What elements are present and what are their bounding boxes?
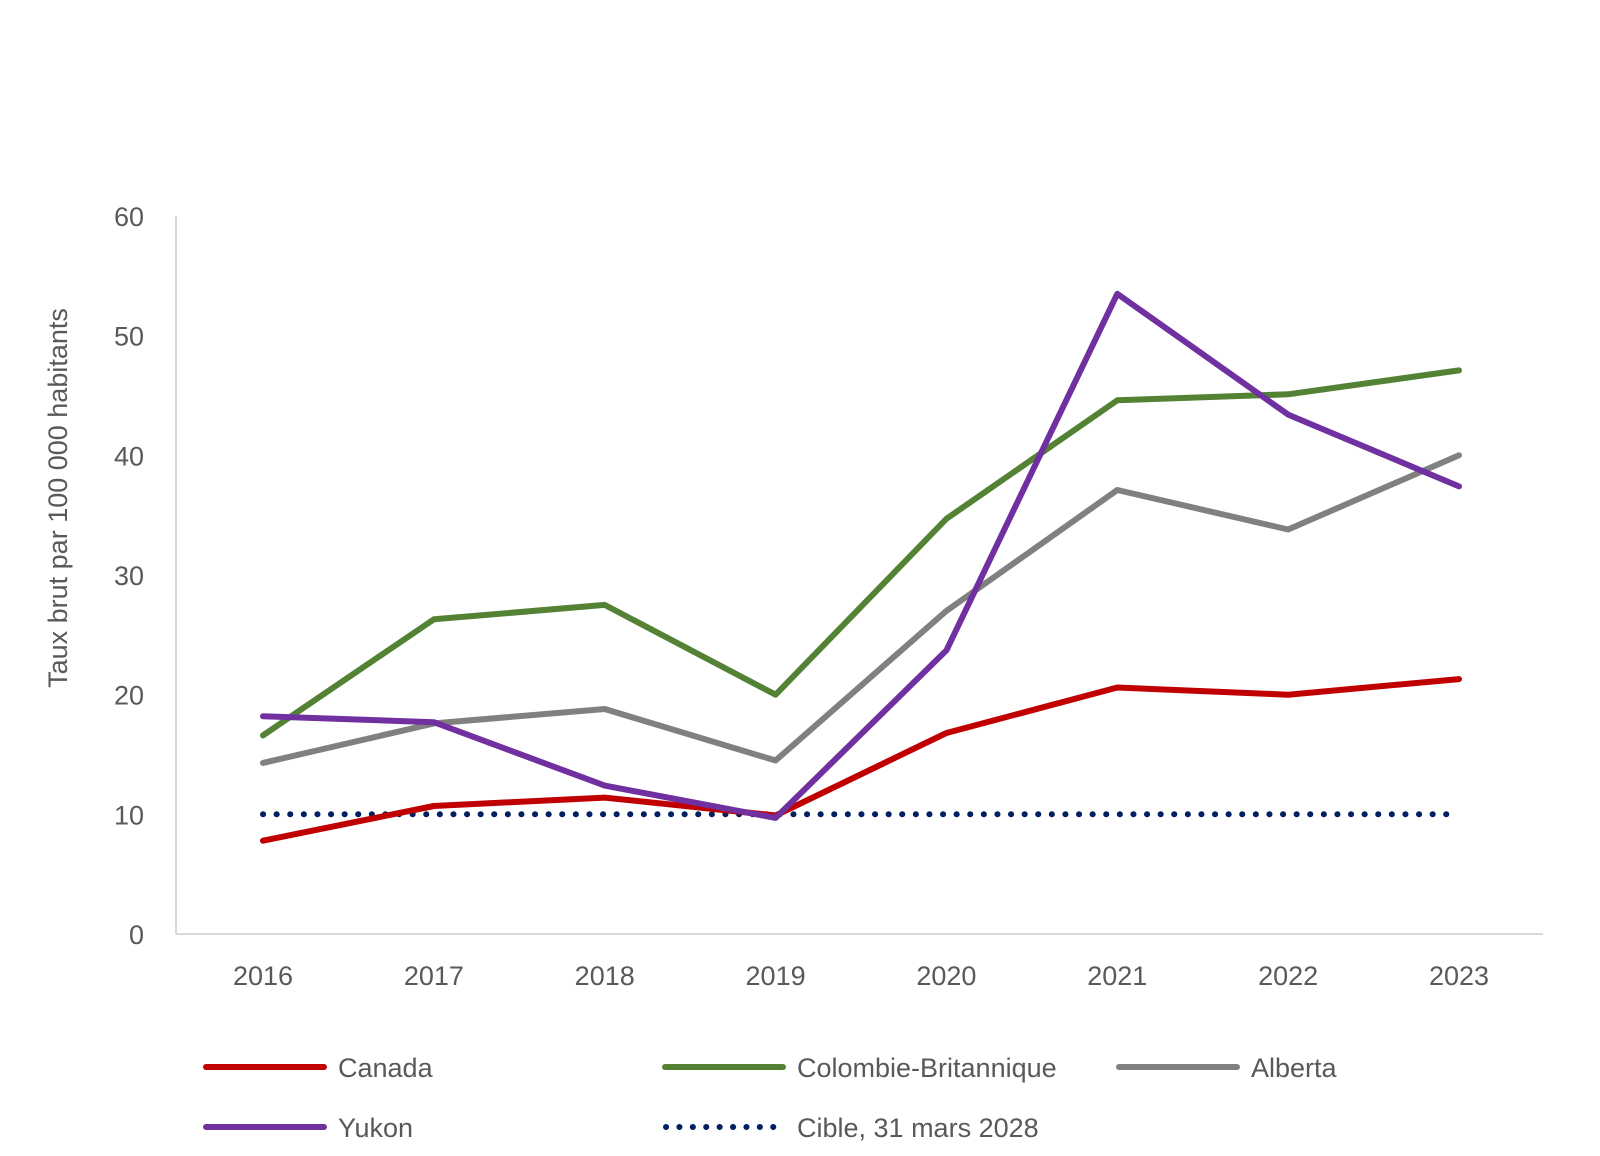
y-tick-label: 40 [114,441,144,471]
series-line-canada [260,676,1462,844]
y-tick-label: 50 [114,322,144,352]
legend-item-colombie-britannique: Colombie-Britannique [662,1053,1057,1083]
x-tick-label: 2018 [575,961,635,991]
y-tick-label: 0 [129,920,144,950]
y-tick-label: 30 [114,561,144,591]
legend-label: Canada [338,1053,434,1083]
legend: Canada Colombie-Britannique Alberta Yukon Ci… [203,1053,1338,1143]
axes [175,216,1543,935]
legend-label: Alberta [1251,1053,1338,1083]
series-line-alberta [260,452,1462,766]
x-tick-label: 2019 [746,961,806,991]
x-axis-ticks: 2016 2017 2018 2019 2020 2021 2022 2023 [233,961,1489,991]
legend-item-cible-31-mars-2028: Cible, 31 mars 2028 [663,1113,1039,1143]
legend-item-alberta: Alberta [1116,1053,1338,1083]
x-tick-label: 2022 [1258,961,1318,991]
y-axis-title: Taux brut par 100 000 habitants [43,308,73,688]
series-lines [260,290,1462,844]
x-tick-label: 2023 [1429,961,1489,991]
legend-label: Cible, 31 mars 2028 [797,1113,1039,1143]
y-tick-label: 10 [114,800,144,830]
x-tick-label: 2021 [1087,961,1147,991]
x-tick-label: 2020 [916,961,976,991]
series-line-colombie-britannique [260,367,1462,739]
x-tick-label: 2017 [404,961,464,991]
legend-label: Colombie-Britannique [797,1053,1057,1083]
legend-item-yukon: Yukon [203,1113,413,1143]
legend-label: Yukon [338,1113,413,1143]
y-tick-label: 60 [114,202,144,232]
y-axis-ticks: 0 10 20 30 40 50 60 [114,202,144,950]
x-tick-label: 2016 [233,961,293,991]
y-tick-label: 20 [114,681,144,711]
series-line-yukon [260,290,1462,821]
legend-item-canada: Canada [203,1053,434,1083]
